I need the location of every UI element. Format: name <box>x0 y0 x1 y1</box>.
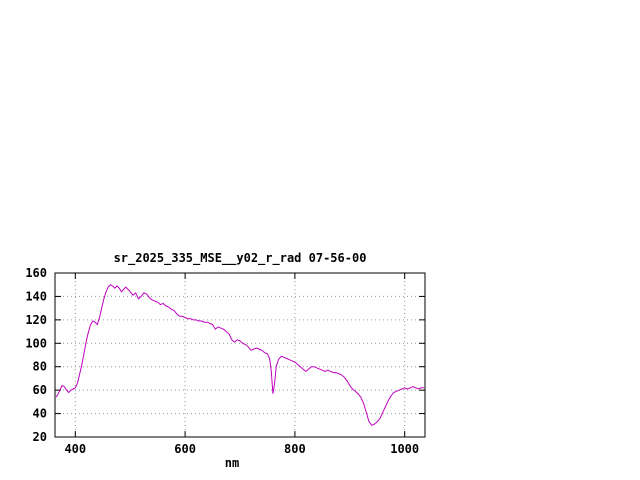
x-tick-label: 1000 <box>390 442 419 456</box>
x-tick-label: 400 <box>64 442 86 456</box>
y-tick-label: 40 <box>33 407 47 421</box>
y-tick-label: 100 <box>25 336 47 350</box>
chart-title: sr_2025_335_MSE__y02_r_rad 07-56-00 <box>114 251 367 266</box>
y-tick-label: 120 <box>25 313 47 327</box>
x-axis-label: nm <box>225 456 239 470</box>
y-tick-label: 160 <box>25 266 47 280</box>
y-tick-label: 80 <box>33 360 47 374</box>
x-tick-label: 800 <box>284 442 306 456</box>
y-tick-label: 140 <box>25 289 47 303</box>
plot-border <box>54 272 426 438</box>
x-tick-label: 600 <box>174 442 196 456</box>
radiance-series-line <box>55 284 424 426</box>
y-tick-label: 60 <box>33 383 47 397</box>
y-tick-label: 20 <box>33 430 47 444</box>
